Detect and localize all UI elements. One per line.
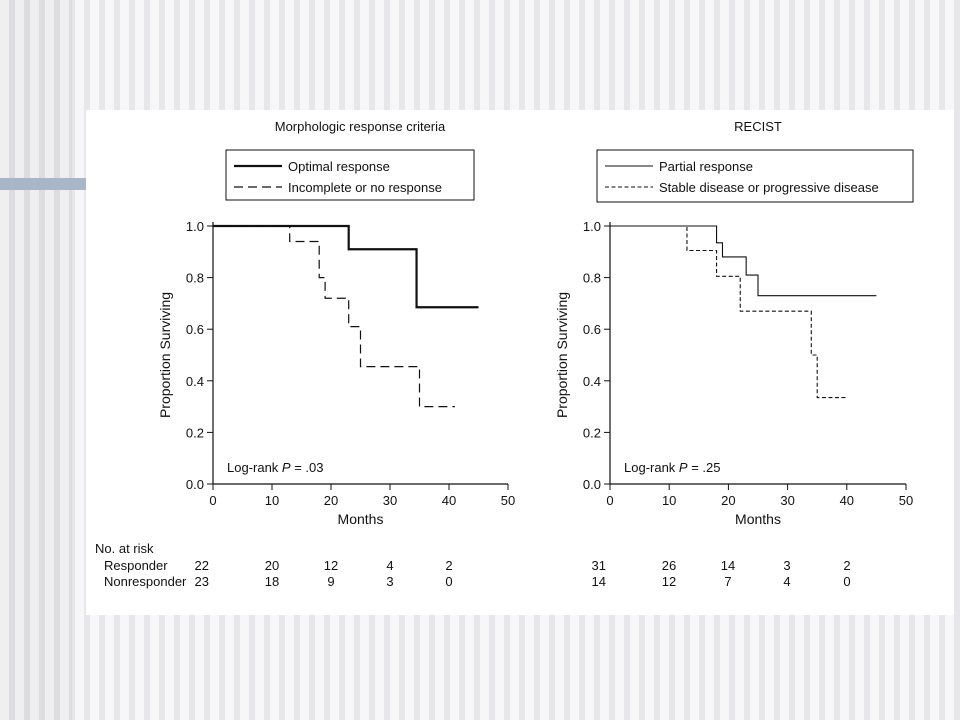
- y-tick-label: 0.6: [186, 322, 204, 337]
- x-tick-label: 10: [265, 493, 279, 508]
- log-rank-value: = .03: [291, 460, 324, 475]
- at-risk-count: 12: [662, 574, 676, 589]
- y-tick-label: 0.2: [583, 425, 601, 440]
- y-tick-label: 0.2: [186, 425, 204, 440]
- y-tick-label: 0.4: [583, 374, 601, 389]
- log-rank-annotation: Log-rank P = .03: [227, 460, 323, 475]
- x-tick-label: 50: [501, 493, 515, 508]
- survival-curve-nonresponder: [610, 225, 847, 399]
- y-axis-label: Proportion Surviving: [157, 292, 173, 418]
- log-rank-value: = .25: [688, 460, 721, 475]
- survival-curve-responder: [610, 225, 877, 297]
- x-tick-label: 20: [324, 493, 338, 508]
- at-risk-count: 26: [662, 558, 676, 573]
- y-tick-label: 0.8: [186, 271, 204, 286]
- at-risk-row-label: Nonresponder: [104, 574, 187, 589]
- at-risk-count: 3: [783, 558, 790, 573]
- x-axis-label: Months: [735, 511, 781, 527]
- slide-accent-bar: [0, 178, 86, 190]
- legend-entry: Optimal response: [288, 159, 390, 174]
- at-risk-count: 0: [843, 574, 850, 589]
- x-tick-label: 40: [840, 493, 854, 508]
- at-risk-count: 0: [445, 574, 452, 589]
- log-rank-annotation: Log-rank P = .25: [624, 460, 720, 475]
- legend-box: [225, 149, 475, 201]
- at-risk-count: 20: [265, 558, 279, 573]
- at-risk-row-label: Responder: [104, 558, 168, 573]
- x-tick-label: 0: [606, 493, 613, 508]
- y-tick-label: 0.8: [583, 271, 601, 286]
- at-risk-count: 23: [195, 574, 209, 589]
- legend-box: [596, 149, 914, 203]
- y-tick-label: 0.0: [186, 477, 204, 492]
- at-risk-count: 31: [592, 558, 606, 573]
- chart-title: Morphologic response criteria: [275, 119, 446, 134]
- at-risk-count: 2: [445, 558, 452, 573]
- y-tick-label: 0.4: [186, 374, 204, 389]
- log-rank-p: P: [282, 460, 291, 475]
- at-risk-count: 22: [195, 558, 209, 573]
- at-risk-count: 9: [327, 574, 334, 589]
- log-rank-prefix: Log-rank: [227, 460, 282, 475]
- figure-panel: [86, 110, 954, 615]
- x-tick-label: 30: [780, 493, 794, 508]
- at-risk-count: 12: [324, 558, 338, 573]
- at-risk-count: 4: [783, 574, 790, 589]
- at-risk-count: 3: [386, 574, 393, 589]
- survival-curve-nonresponder: [213, 225, 455, 408]
- y-tick-label: 0.0: [583, 477, 601, 492]
- x-tick-label: 10: [662, 493, 676, 508]
- y-axis-label: Proportion Surviving: [554, 292, 570, 418]
- log-rank-prefix: Log-rank: [624, 460, 679, 475]
- x-axis-label: Months: [338, 511, 384, 527]
- at-risk-count: 4: [386, 558, 393, 573]
- survival-curve-responder: [213, 224, 479, 309]
- at-risk-count: 18: [265, 574, 279, 589]
- x-tick-label: 20: [721, 493, 735, 508]
- legend-entry: Incomplete or no response: [288, 180, 442, 195]
- y-tick-label: 1.0: [186, 219, 204, 234]
- y-tick-label: 1.0: [583, 219, 601, 234]
- chart-title: RECIST: [734, 119, 782, 134]
- legend-entry: Stable disease or progressive disease: [659, 180, 879, 195]
- y-tick-label: 0.6: [583, 322, 601, 337]
- x-tick-label: 40: [442, 493, 456, 508]
- log-rank-p: P: [679, 460, 688, 475]
- at-risk-count: 14: [721, 558, 735, 573]
- slide-left-band: [0, 0, 72, 720]
- legend-entry: Partial response: [659, 159, 753, 174]
- x-tick-label: 0: [209, 493, 216, 508]
- at-risk-count: 14: [592, 574, 606, 589]
- x-tick-label: 30: [383, 493, 397, 508]
- at-risk-count: 2: [843, 558, 850, 573]
- at-risk-header: No. at risk: [95, 541, 154, 556]
- x-tick-label: 50: [899, 493, 913, 508]
- at-risk-count: 7: [724, 574, 731, 589]
